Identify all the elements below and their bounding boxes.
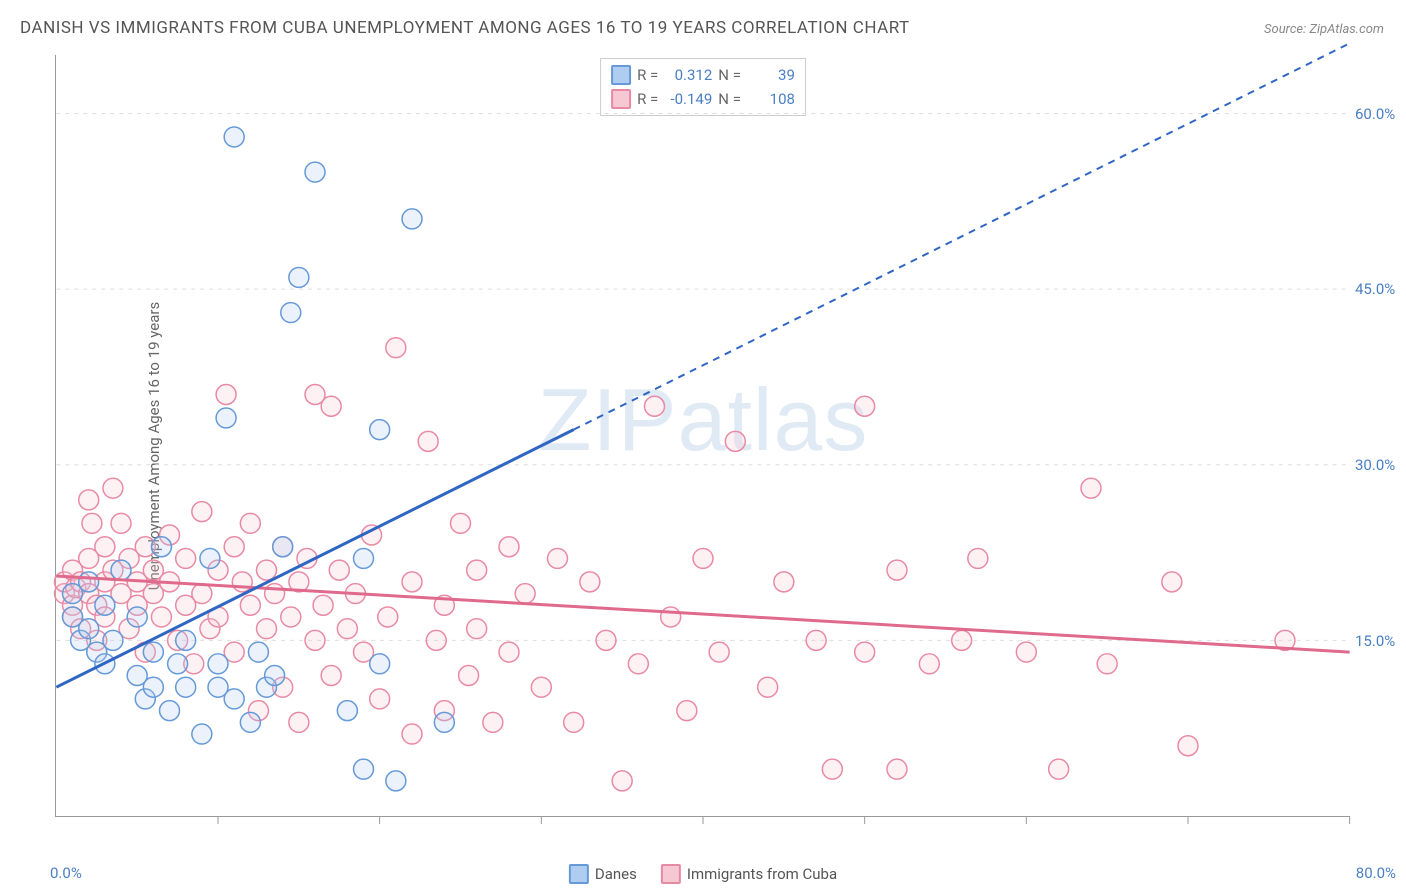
- y-tick-label: 45.0%: [1355, 280, 1406, 298]
- chart-title: DANISH VS IMMIGRANTS FROM CUBA UNEMPLOYM…: [20, 18, 910, 38]
- legend-item-danes: Danes: [569, 864, 637, 884]
- x-axis-min-label: 0.0%: [50, 864, 82, 882]
- source-attribution: Source: ZipAtlas.com: [1264, 22, 1384, 37]
- swatch-cuba-legend: [661, 864, 681, 884]
- legend-label-cuba: Immigrants from Cuba: [687, 865, 837, 883]
- legend: Danes Immigrants from Cuba: [569, 864, 837, 884]
- legend-label-danes: Danes: [595, 865, 637, 883]
- swatch-danes-legend: [569, 864, 589, 884]
- y-tick-label: 30.0%: [1355, 456, 1406, 474]
- plot-area: ZIPatlas R = 0.312 N = 39 R = -0.149 N =…: [55, 55, 1350, 817]
- y-tick-label: 15.0%: [1355, 632, 1406, 650]
- y-tick-label: 60.0%: [1355, 105, 1406, 123]
- legend-item-cuba: Immigrants from Cuba: [661, 864, 837, 884]
- scatter-svg: [56, 55, 1350, 816]
- x-axis-max-label: 80.0%: [1356, 864, 1396, 882]
